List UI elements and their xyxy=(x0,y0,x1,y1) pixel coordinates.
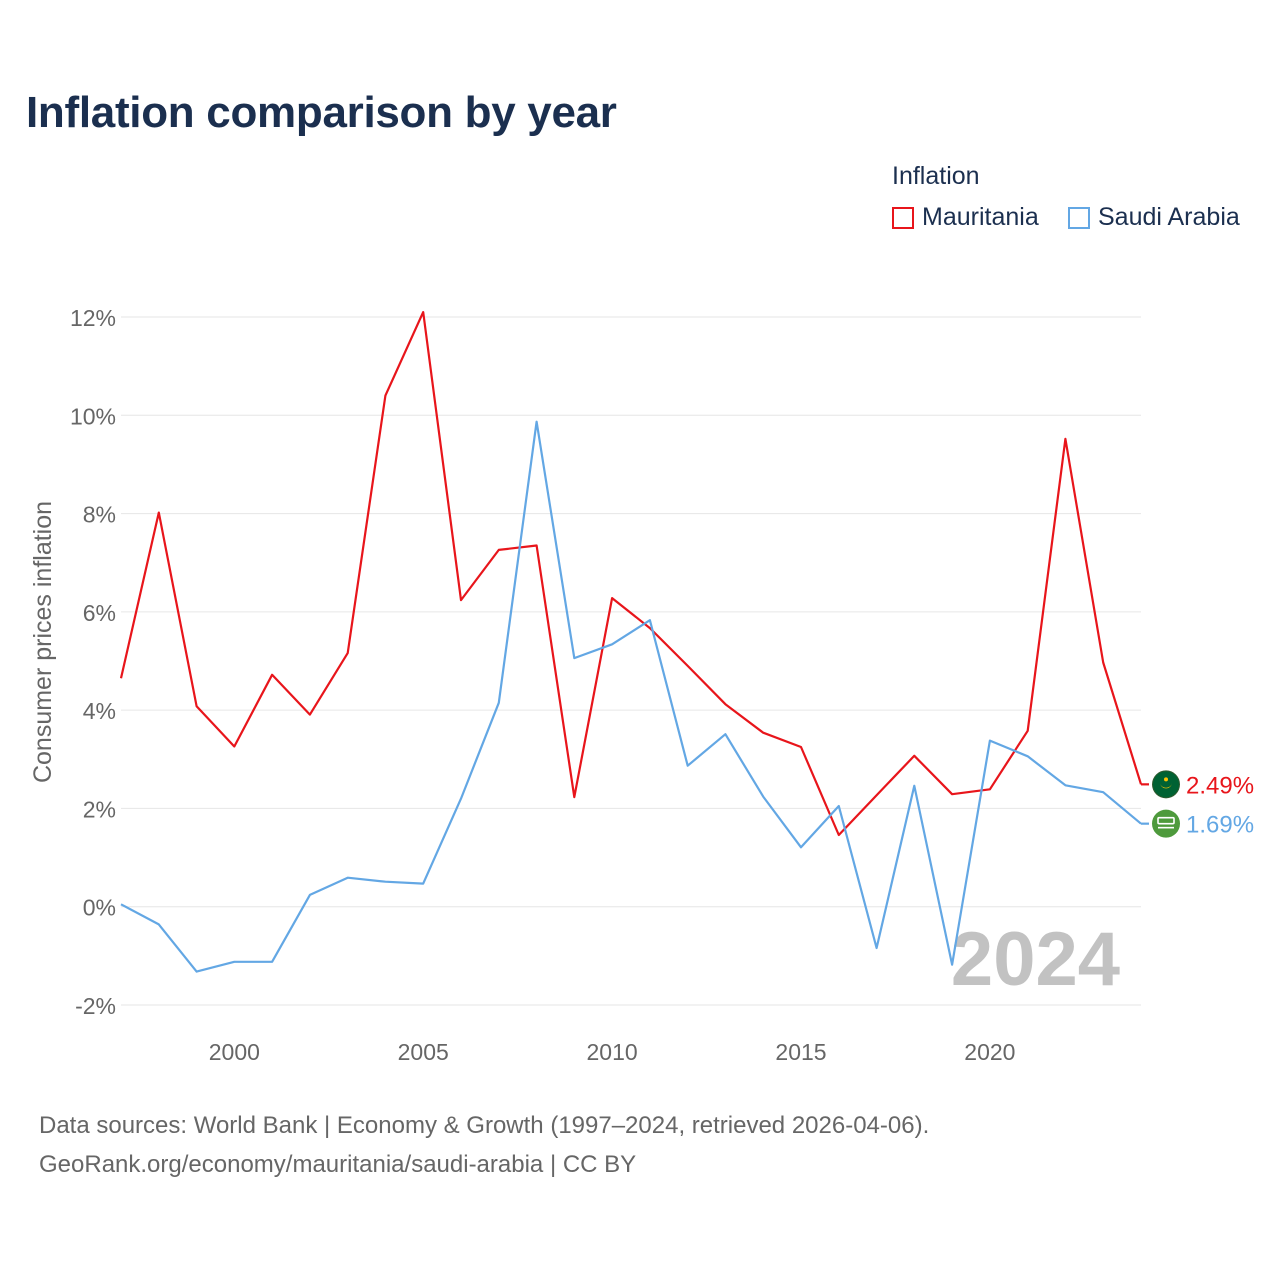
y-tick-label: 2% xyxy=(83,796,116,822)
x-tick-label: 2015 xyxy=(775,1039,826,1065)
x-tick-label: 2000 xyxy=(209,1039,260,1065)
series-line-mauritania[interactable] xyxy=(119,311,1143,837)
legend-label-mauritania: Mauritania xyxy=(922,203,1039,231)
legend-swatch-saudi-arabia xyxy=(1068,206,1090,229)
series-end-label: 1.69% xyxy=(1186,812,1254,839)
year-watermark: 2024 xyxy=(951,917,1120,1002)
y-tick-label: 0% xyxy=(83,895,116,921)
legend-swatch-mauritania xyxy=(892,206,914,229)
x-tick-label: 2010 xyxy=(587,1039,638,1065)
source-note: Data sources: World Bank | Economy & Gro… xyxy=(39,1106,929,1184)
y-tick-label: 6% xyxy=(83,600,116,626)
source-line-2[interactable]: GeoRank.org/economy/mauritania/saudi-ara… xyxy=(39,1151,637,1178)
line-chart: -2% 0% 2% 4% 6% 8% 10% 12% 2000 2005 2010 2015 2020… xyxy=(29,305,1254,1065)
series-line-saudi-arabia[interactable] xyxy=(120,420,1142,973)
y-tick-label: 12% xyxy=(70,305,116,331)
legend-item-saudi-arabia[interactable]: Saudi Arabia xyxy=(1068,203,1240,232)
mauritania-flag-icon xyxy=(1152,770,1180,799)
saudi-arabia-flag-icon xyxy=(1152,809,1180,838)
legend-label-saudi-arabia: Saudi Arabia xyxy=(1098,203,1240,231)
legend-item-mauritania[interactable]: Mauritania xyxy=(892,203,1039,232)
series-end-label: 2.49% xyxy=(1186,772,1254,799)
source-line-1: Data sources: World Bank | Economy & Gro… xyxy=(39,1112,930,1139)
y-tick-label: 4% xyxy=(83,698,116,724)
x-tick-label: 2005 xyxy=(398,1039,449,1065)
x-tick-label: 2020 xyxy=(964,1039,1015,1065)
chart-title: Inflation comparison by year xyxy=(26,88,617,137)
y-tick-label: 8% xyxy=(83,502,116,528)
y-tick-label: 10% xyxy=(70,403,116,429)
y-axis-label: Consumer prices inflation xyxy=(29,501,57,783)
y-tick-label: -2% xyxy=(75,993,116,1019)
legend-title: Inflation xyxy=(892,162,980,190)
